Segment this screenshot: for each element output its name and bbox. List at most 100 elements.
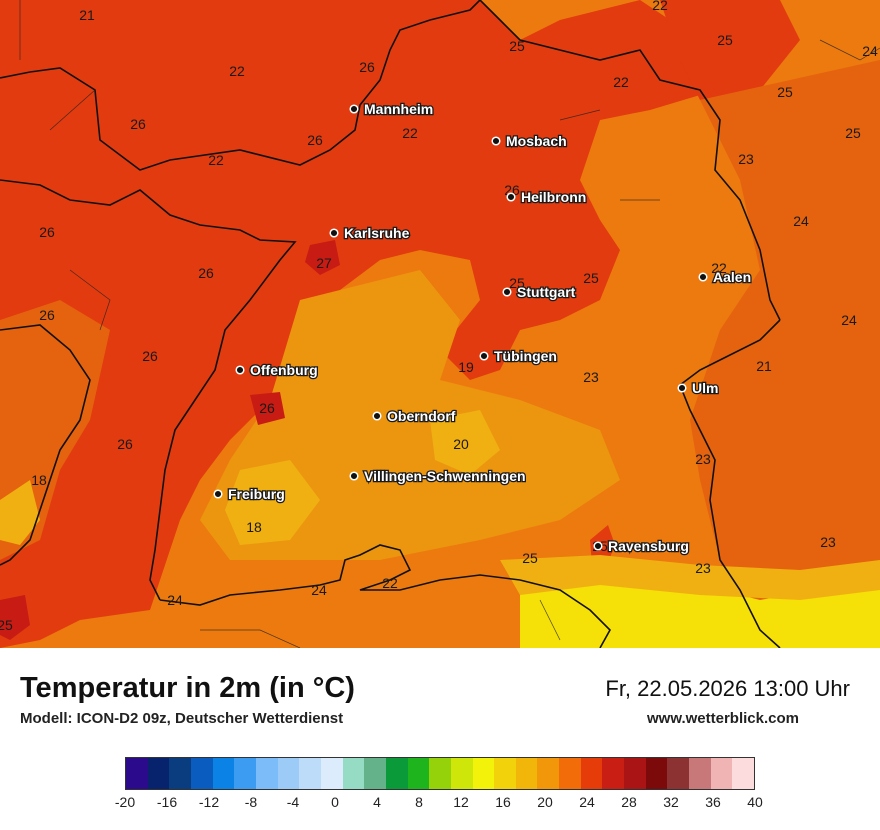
legend-swatch <box>364 758 386 789</box>
temperature-value: 24 <box>793 213 809 229</box>
temperature-value: 26 <box>359 59 375 75</box>
temp-zone-rhine <box>0 0 700 648</box>
temperature-value: 24 <box>862 43 878 59</box>
legend-tick-label: 8 <box>415 794 423 810</box>
legend-tick-label: 20 <box>537 794 553 810</box>
city-oberndorf: Oberndorf <box>372 407 457 425</box>
temp-zone-cool-1 <box>225 460 320 545</box>
temperature-value: 26 <box>39 224 55 240</box>
legend-swatch <box>255 758 278 789</box>
temperature-value: 22 <box>402 125 418 141</box>
temperature-value: 25 <box>522 550 538 566</box>
valid-datetime: Fr, 22.05.2026 13:00 Uhr <box>605 676 850 701</box>
city-label: Heilbronn <box>521 189 586 205</box>
legend-swatch <box>320 758 343 789</box>
temp-zone-bodensee-edge <box>500 555 880 600</box>
legend-tick-label: 0 <box>331 794 339 810</box>
city-label: Mosbach <box>506 133 567 149</box>
temp-zone-hot-2 <box>0 595 30 640</box>
legend-swatch <box>732 758 755 789</box>
city-aalen: Aalen <box>698 268 752 286</box>
temperature-value: 22 <box>208 152 224 168</box>
city-villingen-schwenningen: Villingen-Schwenningen <box>349 467 527 485</box>
temperature-value: 25 <box>0 617 13 633</box>
city-heilbronn: Heilbronn <box>506 188 588 206</box>
temperature-value: 22 <box>382 575 398 591</box>
city-dot <box>491 136 501 146</box>
temperature-value: 22 <box>229 63 245 79</box>
temperature-value: 26 <box>259 400 275 416</box>
legend-tick-label: 12 <box>453 794 469 810</box>
city-label: Oberndorf <box>387 408 456 424</box>
map-canvas: 21 22 26 26 22 26 22 26 26 27 26 26 26 26 18 18 24 24 22 25… <box>0 0 880 648</box>
swiss-border <box>159 544 611 648</box>
city-dot <box>479 351 489 361</box>
legend-swatch <box>234 758 256 789</box>
legend-tick-label: 16 <box>495 794 511 810</box>
city-karlsruhe: Karlsruhe <box>329 224 411 242</box>
temperature-value: 20 <box>453 436 469 452</box>
legend-tick-label: 40 <box>747 794 763 810</box>
legend-swatch <box>342 758 365 789</box>
temperature-value: 23 <box>583 369 599 385</box>
temp-zone-cool-2 <box>430 410 500 475</box>
city-dot <box>213 489 223 499</box>
city-ravensburg: Ravensburg <box>593 537 690 555</box>
legend-tick-label: 4 <box>373 794 381 810</box>
legend-tick-label: 28 <box>621 794 637 810</box>
city-mannheim: Mannheim <box>349 100 435 118</box>
legend-tick-label: -16 <box>156 794 178 810</box>
temp-zone-cool-3 <box>0 480 40 545</box>
legend-tick-label: 32 <box>663 794 679 810</box>
city-dot <box>372 411 382 421</box>
temperature-value: 26 <box>307 132 323 148</box>
legend-swatch <box>645 758 668 789</box>
temperature-value: 23 <box>695 560 711 576</box>
temp-zone-hot-1 <box>305 240 340 275</box>
legend-swatch <box>710 758 733 789</box>
temperature-value: 25 <box>717 32 733 48</box>
city-mosbach: Mosbach <box>491 132 568 150</box>
temperature-value: 25 <box>509 275 525 291</box>
temp-zone-east <box>690 60 880 648</box>
temperature-value: 21 <box>756 358 772 374</box>
color-legend <box>125 757 755 790</box>
city-dot <box>235 365 245 375</box>
city-dot <box>502 287 512 297</box>
legend-swatch <box>472 758 495 789</box>
legend-swatch <box>429 758 451 789</box>
city-label: Mannheim <box>364 101 433 117</box>
city-stuttgart: Stuttgart <box>502 283 577 301</box>
legend-ticks: -20 -16 -12 -8 -4 0 4 8 12 16 20 24 28 32 36 40 <box>0 794 880 816</box>
city-label: Aalen <box>713 269 751 285</box>
temperature-value: 24 <box>167 592 183 608</box>
temperature-value: 26 <box>130 116 146 132</box>
temp-zone-north-east <box>660 0 800 100</box>
legend-tick-label: -20 <box>114 794 136 810</box>
legend-swatch <box>126 758 148 789</box>
city-dot <box>506 192 516 202</box>
city-dot <box>677 383 687 393</box>
temperature-value: 26 <box>117 436 133 452</box>
legend-swatch <box>147 758 170 789</box>
legend-swatch <box>299 758 321 789</box>
city-offenburg: Offenburg <box>235 361 319 379</box>
legend-tick-label: -12 <box>198 794 220 810</box>
legend-swatch <box>559 758 581 789</box>
temperature-value: 25 <box>583 270 599 286</box>
legend-tick-label: 24 <box>579 794 595 810</box>
temperature-value: 22 <box>652 0 668 13</box>
thin-borders <box>19 0 880 648</box>
temperature-value: 23 <box>738 151 754 167</box>
city-label: Freiburg <box>228 486 285 502</box>
temp-zone-hot-3 <box>250 392 285 425</box>
borders <box>0 0 781 648</box>
temperature-value: 26 <box>142 348 158 364</box>
city-label: Tübingen <box>494 348 557 364</box>
legend-swatch <box>407 758 430 789</box>
legend-swatch <box>385 758 408 789</box>
west-border <box>0 324 91 566</box>
legend-swatch <box>212 758 235 789</box>
legend-tick-label: -4 <box>286 794 300 810</box>
temperature-value: 22 <box>613 74 629 90</box>
